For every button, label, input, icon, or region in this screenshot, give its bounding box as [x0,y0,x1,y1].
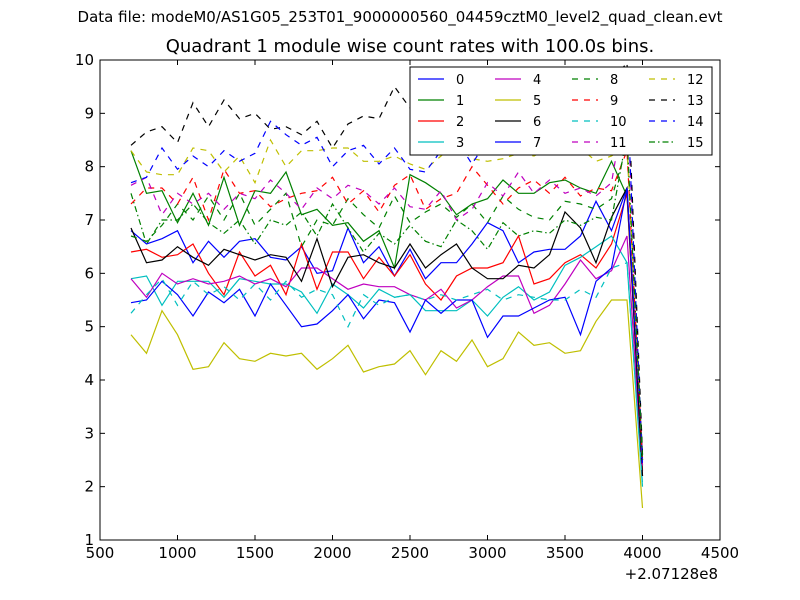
y-tick-label: 6 [84,264,94,282]
legend-label-10: 10 [610,115,627,130]
series-line-8 [130,145,644,455]
x-tick-label: 2500 [391,544,429,562]
series-line-10 [130,261,644,485]
series-line-3 [130,235,644,487]
y-tick-label: 4 [84,371,94,389]
y-tick-label: 7 [84,211,94,229]
series-line-13 [130,61,644,455]
legend-label-8: 8 [610,73,618,88]
series-line-6 [130,185,644,477]
chart-title: Quadrant 1 module wise count rates with … [165,36,655,57]
x-offset-label: +2.07128e8 [625,565,718,583]
legend-label-4: 4 [533,73,541,88]
series-line-0 [130,187,644,461]
legend-label-2: 2 [456,115,464,130]
legend-label-14: 14 [687,115,704,130]
x-tick-label: 4500 [701,544,739,562]
legend-box [409,66,713,156]
x-tick-label: 3000 [468,544,506,562]
series-line-11 [130,91,644,471]
legend-label-7: 7 [533,136,541,151]
legend-label-5: 5 [533,94,541,109]
legend-label-13: 13 [687,94,704,109]
series-line-9 [130,150,644,461]
series-line-5 [130,299,644,509]
y-tick-label: 10 [75,51,94,69]
series-line-7 [130,187,644,455]
legend-label-15: 15 [687,136,704,151]
x-tick-label: 500 [86,544,115,562]
y-tick-label: 5 [84,318,94,336]
y-tick-label: 9 [84,104,94,122]
legend-label-0: 0 [456,73,464,88]
figure-suptitle: Data file: modeM0/AS1G05_253T01_90000005… [77,8,723,26]
legend-label-11: 11 [610,136,627,151]
y-tick-label: 1 [84,531,94,549]
series-line-15 [130,134,644,461]
series-line-4 [130,235,644,477]
legend-label-9: 9 [610,94,618,109]
x-tick-label: 4000 [623,544,661,562]
y-tick-label: 3 [84,424,94,442]
legend-label-12: 12 [687,73,704,88]
y-tick-label: 8 [84,158,94,176]
x-tick-label: 2000 [313,544,351,562]
series-line-2 [130,193,644,471]
x-tick-label: 3500 [546,544,584,562]
y-tick-label: 2 [84,478,94,496]
x-tick-label: 1500 [236,544,274,562]
x-tick-label: 1000 [158,544,196,562]
legend-label-1: 1 [456,94,464,109]
legend-label-3: 3 [456,136,464,151]
legend-label-6: 6 [533,115,541,130]
